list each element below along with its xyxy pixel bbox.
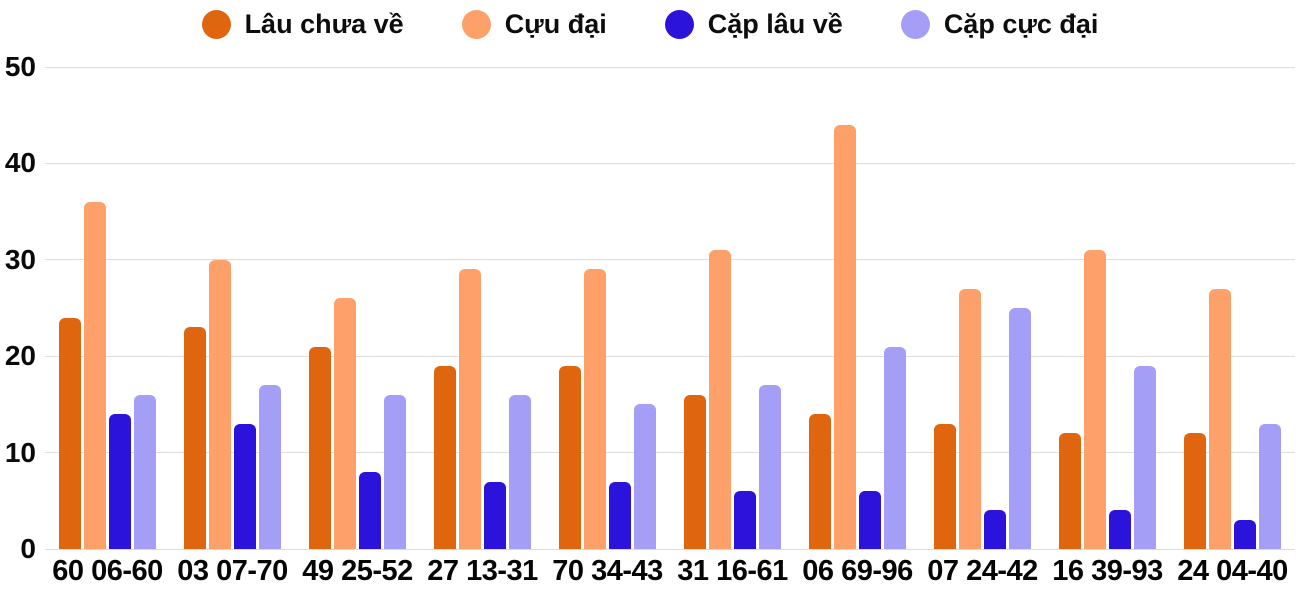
bar-series0-cat0 [59,317,81,549]
y-axis-tick-label: 20 [4,340,36,372]
bar-series3-cat9 [1259,423,1281,549]
bar-series1-cat4 [584,269,606,549]
bar-series1-cat3 [459,269,481,549]
bar-series1-cat1 [209,259,231,549]
x-axis-label: 07 24-42 [927,555,1038,587]
plot-area [45,66,1295,550]
y-axis-tick-label: 50 [4,51,36,82]
bar-group-1 [170,67,295,549]
y-axis-tick-label: 40 [4,147,36,179]
bar-group-5 [670,67,795,549]
bar-series3-cat4 [634,404,656,549]
bar-series2-cat4 [609,481,631,549]
bar-series3-cat8 [1134,365,1156,549]
x-axis-label: 16 39-93 [1052,555,1163,587]
bar-series3-cat1 [259,385,281,549]
legend-label: Cặp cực đại [943,8,1099,39]
legend-item-3[interactable]: Cặp cực đại [900,8,1099,39]
legend-item-2[interactable]: Cặp lâu về [664,8,843,39]
bar-series1-cat7 [959,288,981,549]
chart-legend: Lâu chưa về Cựu đại Cặp lâu về Cặp cực đại [0,0,1300,48]
bar-series2-cat8 [1109,510,1131,549]
gridline [45,66,1295,68]
bar-series3-cat3 [509,394,531,549]
bar-series1-cat8 [1084,250,1106,549]
bar-series3-cat7 [1009,308,1031,549]
bar-series0-cat6 [809,414,831,549]
bar-series1-cat0 [84,201,106,549]
x-axis-label: 49 25-52 [302,555,413,587]
bar-series0-cat1 [184,327,206,549]
bar-series0-cat9 [1184,433,1206,549]
bar-series1-cat5 [709,250,731,549]
bar-series1-cat6 [834,124,856,549]
gridline [45,452,1295,454]
x-axis: 60 06-60 03 07-70 49 25-52 27 13-31 70 34-43… [45,554,1295,596]
bar-series0-cat3 [434,365,456,549]
bar-group-3 [420,67,545,549]
bar-group-6 [795,67,920,549]
bar-series0-cat4 [559,365,581,549]
bar-series2-cat3 [484,481,506,549]
y-axis-tick-label: 30 [4,243,36,275]
bar-series3-cat6 [884,346,906,549]
legend-swatch-circle-icon [201,9,231,39]
x-axis-label: 31 16-61 [677,555,788,587]
bar-series2-cat1 [234,423,256,549]
bar-groups [45,67,1295,549]
bar-group-8 [1045,67,1170,549]
legend-swatch-circle-icon [900,9,930,39]
y-axis-tick-label: 10 [4,436,36,468]
bar-series0-cat7 [934,423,956,549]
bar-series0-cat8 [1059,433,1081,549]
bar-group-0 [45,67,170,549]
gridline [45,259,1295,261]
x-axis-label: 60 06-60 [52,555,163,587]
bar-group-4 [545,67,670,549]
legend-swatch-circle-icon [461,9,491,39]
bar-series2-cat2 [359,471,381,549]
bar-group-7 [920,67,1045,549]
legend-swatch-circle-icon [664,9,694,39]
bar-series2-cat0 [109,414,131,549]
bar-series2-cat6 [859,491,881,549]
bar-group-9 [1170,67,1295,549]
bar-series2-cat7 [984,510,1006,549]
gridline [45,162,1295,164]
bar-series3-cat2 [384,394,406,549]
bar-series2-cat5 [734,491,756,549]
bar-series0-cat5 [684,394,706,549]
bar-series3-cat0 [134,394,156,549]
bar-series2-cat9 [1234,520,1256,549]
legend-item-1[interactable]: Cựu đại [461,8,607,39]
bar-series1-cat9 [1209,288,1231,549]
legend-label: Lâu chưa về [244,8,404,39]
legend-label: Cựu đại [504,8,607,39]
legend-label: Cặp lâu về [707,8,843,39]
x-axis-label: 06 69-96 [802,555,913,587]
gridline [45,355,1295,357]
x-axis-label: 70 34-43 [552,555,663,587]
legend-item-0[interactable]: Lâu chưa về [201,8,404,39]
x-axis-label: 24 04-40 [1177,555,1288,587]
x-axis-label: 27 13-31 [427,555,538,587]
bar-series3-cat5 [759,385,781,549]
y-axis: 0 10 20 30 40 50 [0,53,38,563]
y-axis-tick-label: 0 [20,533,36,564]
gridline [45,548,1295,550]
x-axis-label: 03 07-70 [177,555,288,587]
bar-group-2 [295,67,420,549]
bar-series1-cat2 [334,298,356,549]
bar-series0-cat2 [309,346,331,549]
